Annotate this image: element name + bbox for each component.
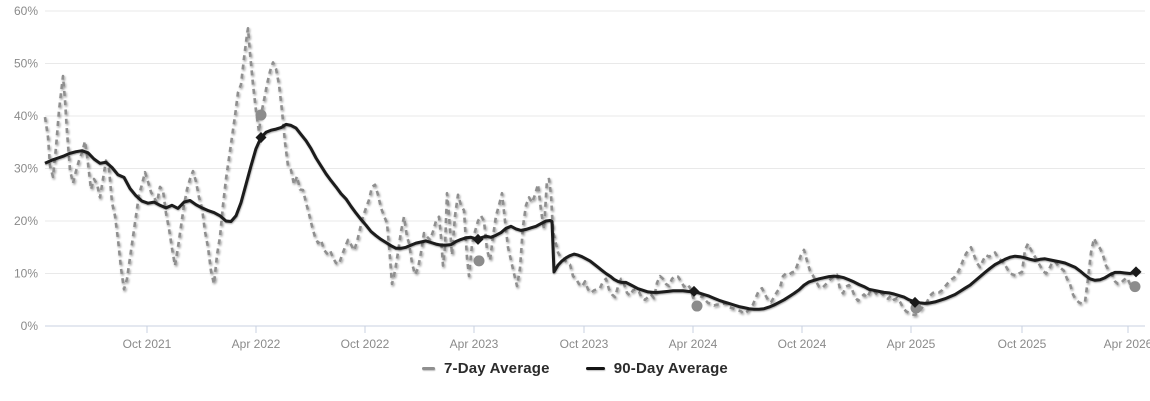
y-tick-label: 10% <box>14 267 38 281</box>
y-tick-label: 40% <box>14 109 38 123</box>
trend-line-chart[interactable]: 0%10%20%30%40%50%60%Oct 2021 Apr 2022 Oct … <box>0 0 1150 355</box>
x-tick-label: Oct 2021 <box>123 337 172 351</box>
marker-diamond-apr-2023[interactable] <box>472 233 484 245</box>
solid-line-icon <box>585 366 605 371</box>
marker-circle-apr-2026[interactable] <box>1129 281 1141 293</box>
marker-diamond-apr-2026[interactable] <box>1130 266 1142 278</box>
marker-circle-apr-2022[interactable] <box>255 109 267 121</box>
series-line-90day <box>44 122 1141 311</box>
x-tick-label: Apr 2022 <box>232 337 281 351</box>
x-tick-label: Oct 2023 <box>560 337 609 351</box>
y-tick-label: 20% <box>14 214 38 228</box>
marker-circle-apr-2024[interactable] <box>691 300 703 312</box>
y-axis-labels: 0% 10% 20% 30% 40% 50% 60% <box>14 4 38 333</box>
x-tick-label: Apr 2023 <box>450 337 499 351</box>
marker-diamond-apr-2024[interactable] <box>688 285 700 297</box>
x-tick-label: Apr 2025 <box>887 337 936 351</box>
y-tick-label: 30% <box>14 162 38 176</box>
x-tick-label: Apr 2026 <box>1104 337 1150 351</box>
x-tick-label: Oct 2025 <box>998 337 1047 351</box>
y-tick-label: 60% <box>14 4 38 18</box>
legend-label-90day: 90-Day Average <box>613 360 728 377</box>
legend-item-90day-average[interactable]: 90-Day Average <box>585 360 728 377</box>
x-tick-label: Apr 2024 <box>669 337 718 351</box>
x-tick-label: Oct 2024 <box>778 337 827 351</box>
marker-circle-apr-2023[interactable] <box>473 255 485 267</box>
chart-legend: 7-Day Average 90-Day Average <box>0 360 1150 377</box>
grid-lines <box>45 10 1145 274</box>
marker-diamond-apr-2025[interactable] <box>909 296 921 308</box>
series-line-7day <box>43 27 1136 317</box>
event-markers <box>255 109 1142 314</box>
y-tick-label: 50% <box>14 57 38 71</box>
legend-item-7day-average[interactable]: 7-Day Average <box>422 360 550 377</box>
legend-label-7day: 7-Day Average <box>444 360 550 377</box>
dashed-line-icon <box>422 367 435 370</box>
marker-diamond-apr-2022[interactable] <box>255 132 267 144</box>
x-tick-label: Oct 2022 <box>341 337 390 351</box>
y-tick-label: 0% <box>21 319 39 333</box>
x-axis: Oct 2021 Apr 2022 Oct 2022 Apr 2023 Oct 2023… <box>45 325 1150 351</box>
